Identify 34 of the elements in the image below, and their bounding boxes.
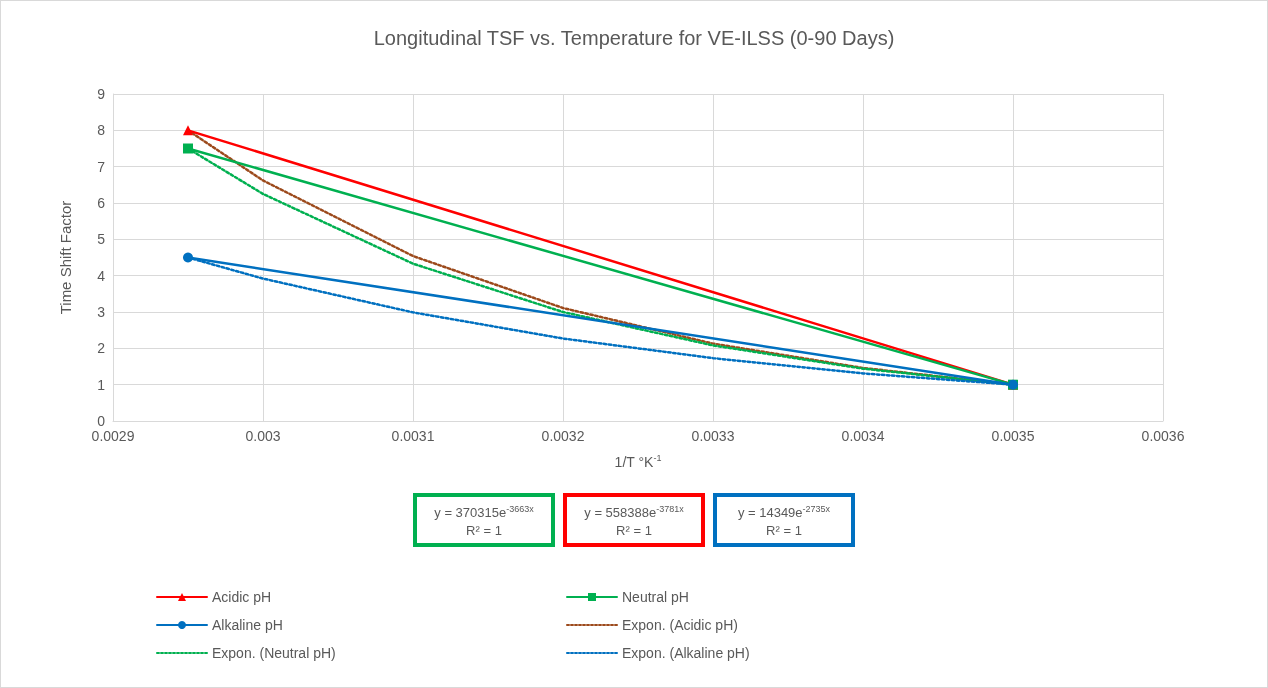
y-axis-title: Time Shift Factor — [57, 200, 74, 315]
x-tick-label: 0.0035 — [991, 428, 1035, 444]
legend-label: Neutral pH — [622, 589, 689, 605]
y-tick-label: 7 — [97, 158, 106, 175]
y-tick-label: 3 — [97, 304, 106, 320]
text: y = 558388e$^{-3781x}$ — [584, 504, 684, 521]
legend-label: Acidic pH — [212, 589, 272, 605]
y-tick-label: 9 — [97, 86, 106, 102]
point — [183, 143, 193, 154]
x-tick-label: 0.0036 — [1141, 428, 1185, 444]
x-tick-label: 0.0032 — [541, 428, 585, 444]
chart-title: Longitudinal TSF vs. Temperature for VE-ILSS (0-90 Days) — [373, 27, 895, 49]
text: y = 14349e$^{-2735x}$ — [737, 504, 831, 521]
y-tick-label: 4 — [97, 267, 106, 284]
text: R² = 1 — [466, 523, 502, 539]
x-tick-label: 0.003 — [245, 428, 281, 444]
legend-label: Expon. (Alkaline pH) — [622, 645, 750, 661]
x-tick-label: 0.0029 — [91, 428, 135, 444]
y-tick-label: 1 — [97, 376, 106, 393]
y-tick-label: 5 — [97, 231, 106, 248]
point — [183, 252, 193, 263]
y-tick-label: 2 — [97, 340, 106, 357]
y-tick-label: 6 — [97, 195, 106, 211]
x-tick-label: 0.0033 — [691, 428, 735, 444]
text: R² = 1 — [616, 523, 652, 539]
x-tick-label: 0.0034 — [841, 428, 885, 444]
legend-label: Expon. (Acidic pH) — [622, 617, 738, 633]
x-tick-label: 0.0031 — [391, 428, 435, 444]
legend-label: Expon. (Neutral pH) — [212, 645, 336, 661]
legend-label: Alkaline pH — [212, 617, 283, 633]
y-tick-label: 8 — [97, 122, 106, 139]
y-tick-label: 0 — [97, 413, 106, 429]
text: R² = 1 — [766, 523, 802, 539]
text: y = 370315e$^{-3663x}$ — [434, 504, 534, 521]
